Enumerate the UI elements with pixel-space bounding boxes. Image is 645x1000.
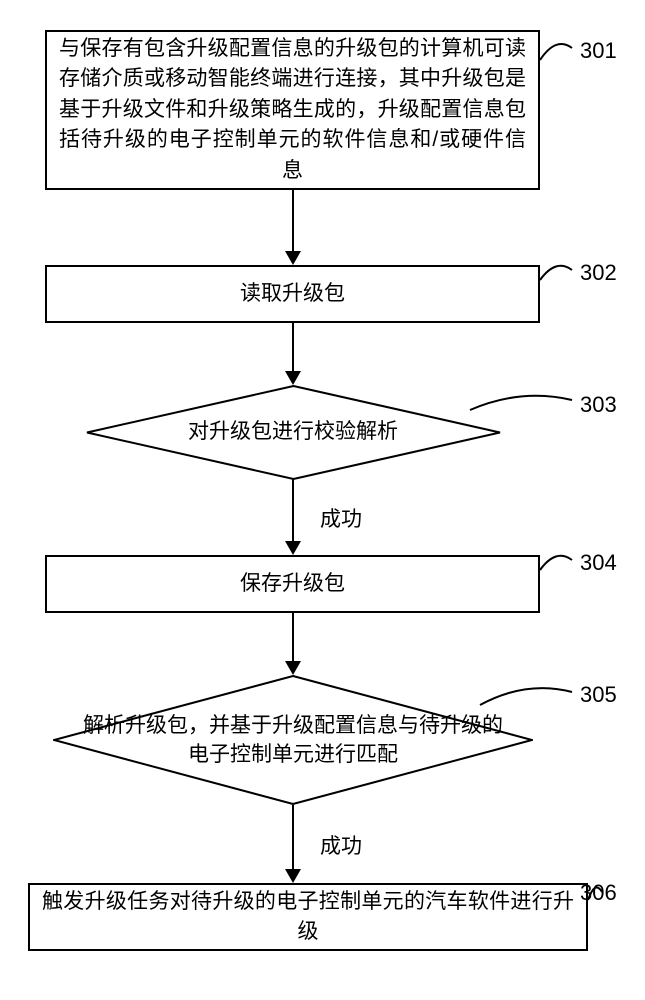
flowchart-canvas: 与保存有包含升级配置信息的升级包的计算机可读存储介质或移动智能终端进行连接，其中… [0, 0, 645, 1000]
flow-step-text: 触发升级任务对待升级的电子控制单元的汽车软件进行升级 [42, 887, 574, 948]
flow-arrow-head [285, 869, 301, 883]
flow-arrow-head [285, 541, 301, 555]
flow-arrow [292, 479, 294, 541]
flow-arrow-head [285, 371, 301, 385]
flow-arrow [292, 190, 294, 251]
flow-arrow-head [285, 251, 301, 265]
flow-step-text: 保存升级包 [240, 569, 345, 599]
flow-decision-n3: 对升级包进行校验解析 [86, 385, 501, 480]
flow-arrow [292, 613, 294, 661]
flow-step-text: 读取升级包 [240, 279, 345, 309]
flow-decision-n5: 解析升级包，并基于升级配置信息与待升级的电子控制单元进行匹配 [53, 675, 533, 805]
edge-label: 成功 [320, 830, 362, 860]
flow-step-n1: 与保存有包含升级配置信息的升级包的计算机可读存储介质或移动智能终端进行连接，其中… [45, 30, 540, 190]
flow-decision-text: 对升级包进行校验解析 [86, 385, 501, 480]
flow-step-n4: 保存升级包 [45, 555, 540, 613]
flow-step-text: 与保存有包含升级配置信息的升级包的计算机可读存储介质或移动智能终端进行连接，其中… [59, 34, 526, 186]
edge-label: 成功 [320, 503, 362, 533]
flow-arrow [292, 805, 294, 869]
flow-arrow-head [285, 661, 301, 675]
flow-arrow [292, 323, 294, 371]
flow-step-n2: 读取升级包 [45, 265, 540, 323]
flow-decision-text: 解析升级包，并基于升级配置信息与待升级的电子控制单元进行匹配 [53, 675, 533, 805]
flow-step-n6: 触发升级任务对待升级的电子控制单元的汽车软件进行升级 [28, 883, 588, 951]
